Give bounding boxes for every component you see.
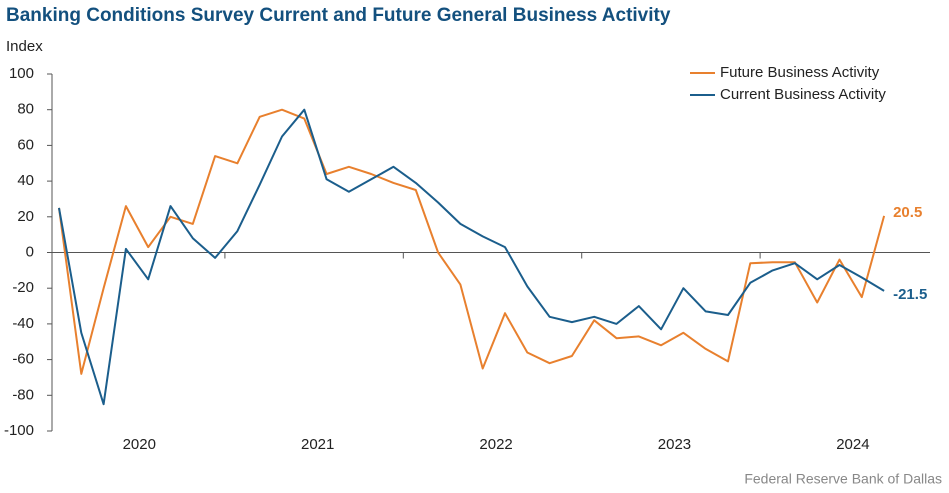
series-line	[58, 108, 886, 375]
source: Federal Reserve Bank of Dallas	[744, 471, 942, 487]
y-axis-label: Index	[6, 38, 43, 55]
chart-title: Banking Conditions Survey Current and Fu…	[6, 5, 671, 26]
y-tick-label: 60	[17, 136, 34, 153]
y-tick-label: -80	[12, 386, 34, 403]
y-tick-label: 80	[17, 101, 34, 118]
y-tick-label: 0	[26, 243, 34, 260]
end-label: 20.5	[893, 204, 922, 221]
legend-label: Future Business Activity	[720, 64, 880, 81]
y-tick-label: -40	[12, 315, 34, 332]
x-tick-label: 2024	[836, 436, 869, 453]
x-tick-label: 2021	[301, 436, 334, 453]
y-tick-label: 100	[9, 65, 34, 82]
x-tick-label: 2020	[123, 436, 156, 453]
y-tick-label: -60	[12, 351, 34, 368]
y-tick-label: 20	[17, 208, 34, 225]
y-tick-label: -20	[12, 279, 34, 296]
x-tick-label: 2022	[479, 436, 512, 453]
y-tick-label: -100	[4, 422, 34, 439]
series-line	[58, 108, 885, 406]
y-tick-label: 40	[17, 172, 34, 189]
x-tick-label: 2023	[658, 436, 691, 453]
end-label: -21.5	[893, 286, 927, 303]
legend-label: Current Business Activity	[720, 86, 886, 103]
